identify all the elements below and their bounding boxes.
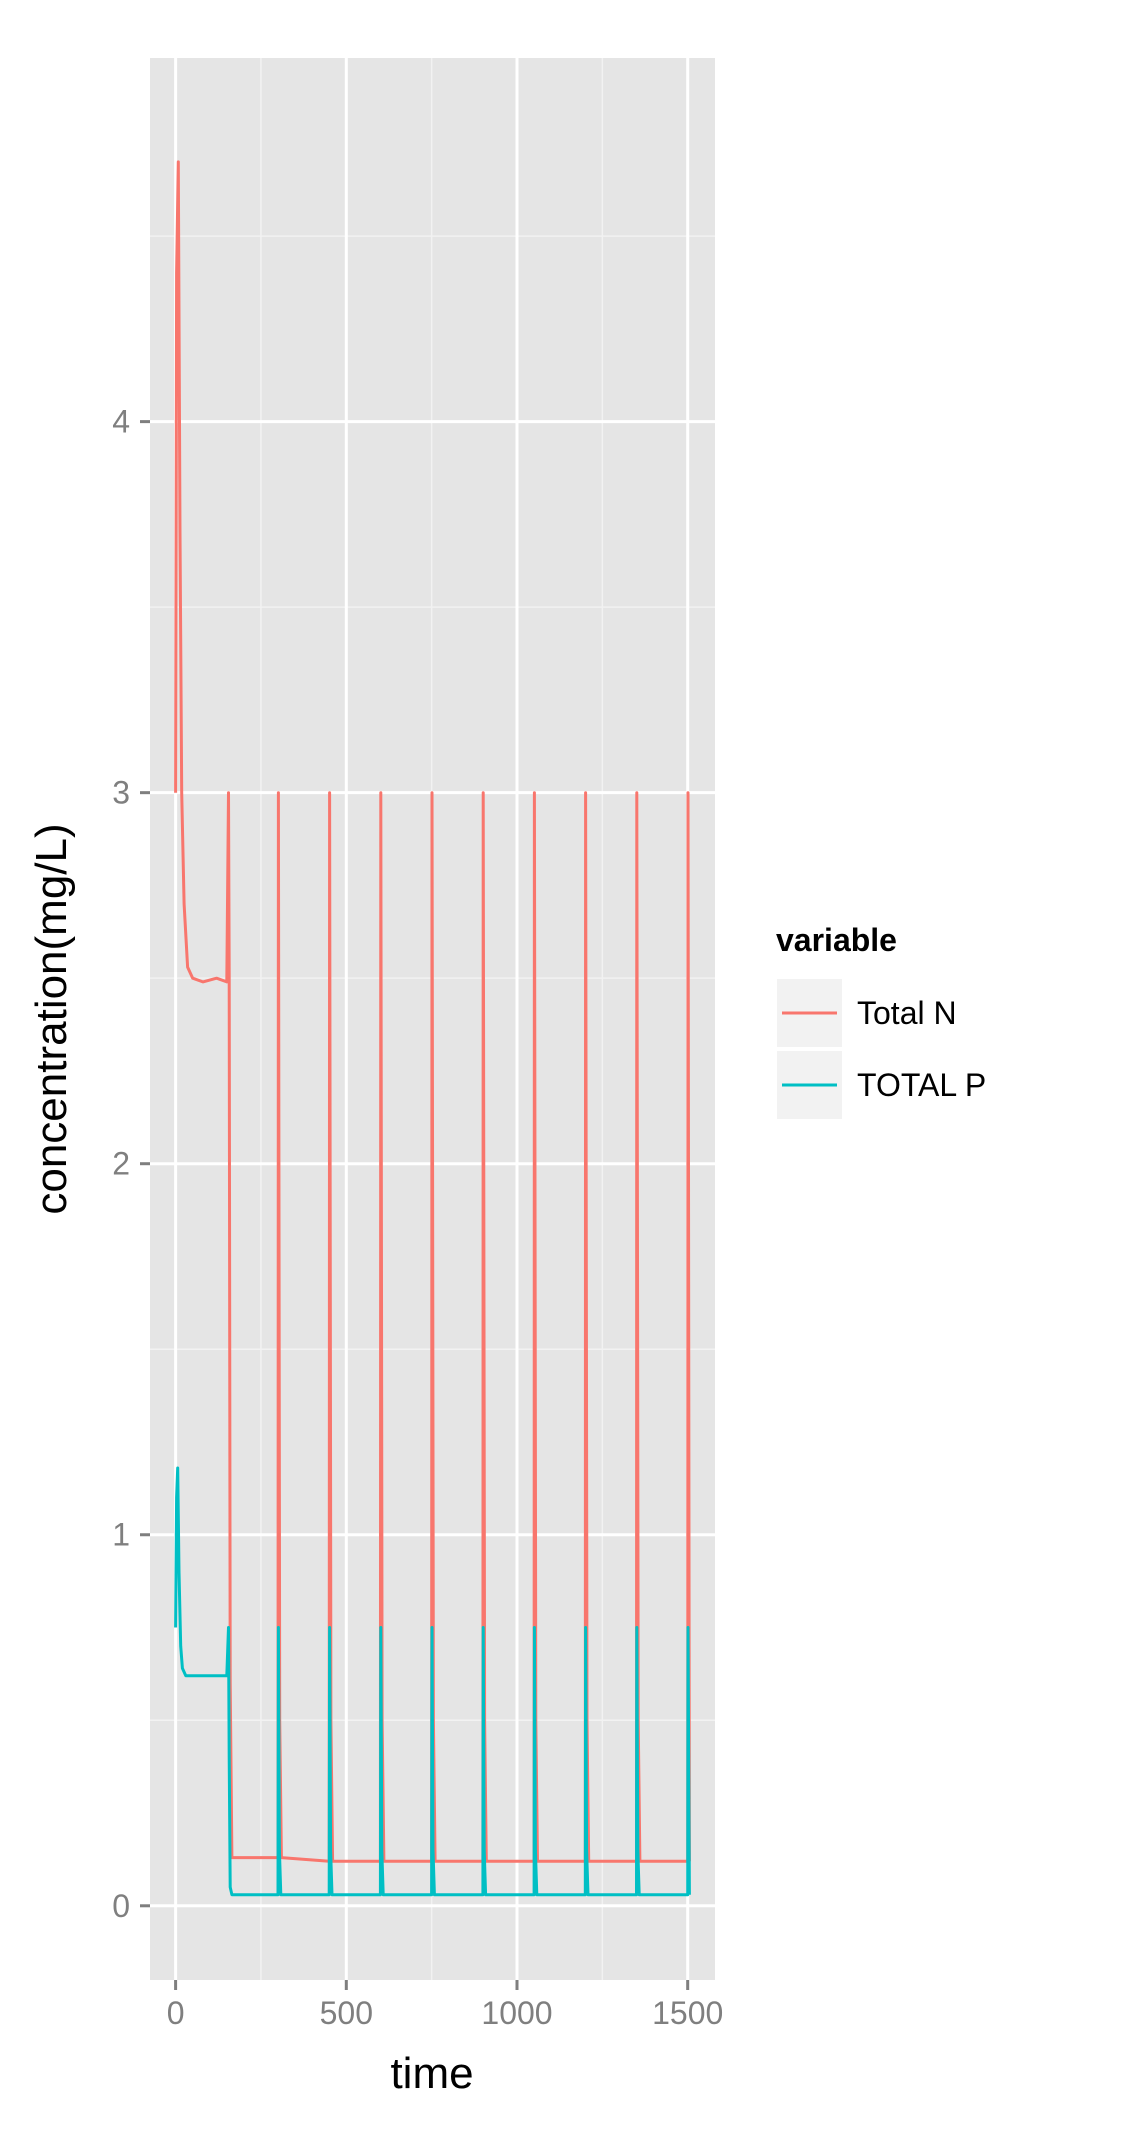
series-line-total-n (174, 160, 691, 1863)
y-tick-label: 3 (112, 775, 130, 811)
legend-label-total-p: TOTAL P (857, 1067, 986, 1103)
y-axis: 0 1 2 3 4 (112, 404, 150, 1924)
series-lines (174, 160, 691, 1897)
legend-label-total-n: Total N (857, 995, 957, 1031)
y-tick-label: 0 (112, 1888, 130, 1924)
y-tick-label: 2 (112, 1146, 130, 1182)
x-tick-label: 1500 (652, 1995, 723, 2031)
legend: variable Total N TOTAL P (775, 922, 986, 1121)
series-line-total-p (174, 1466, 691, 1897)
y-tick-label: 1 (112, 1517, 130, 1553)
legend-title: variable (776, 922, 897, 958)
y-tick-label: 4 (112, 404, 130, 440)
x-axis-title: time (390, 2049, 473, 2098)
x-tick-label: 0 (167, 1995, 185, 2031)
y-axis-title: concentration(mg/L) (27, 823, 76, 1214)
x-tick-label: 1000 (481, 1995, 552, 2031)
x-axis: 0 500 1000 1500 (167, 1980, 723, 2031)
x-tick-label: 500 (320, 1995, 373, 2031)
legend-entries: Total N TOTAL P (775, 977, 986, 1121)
